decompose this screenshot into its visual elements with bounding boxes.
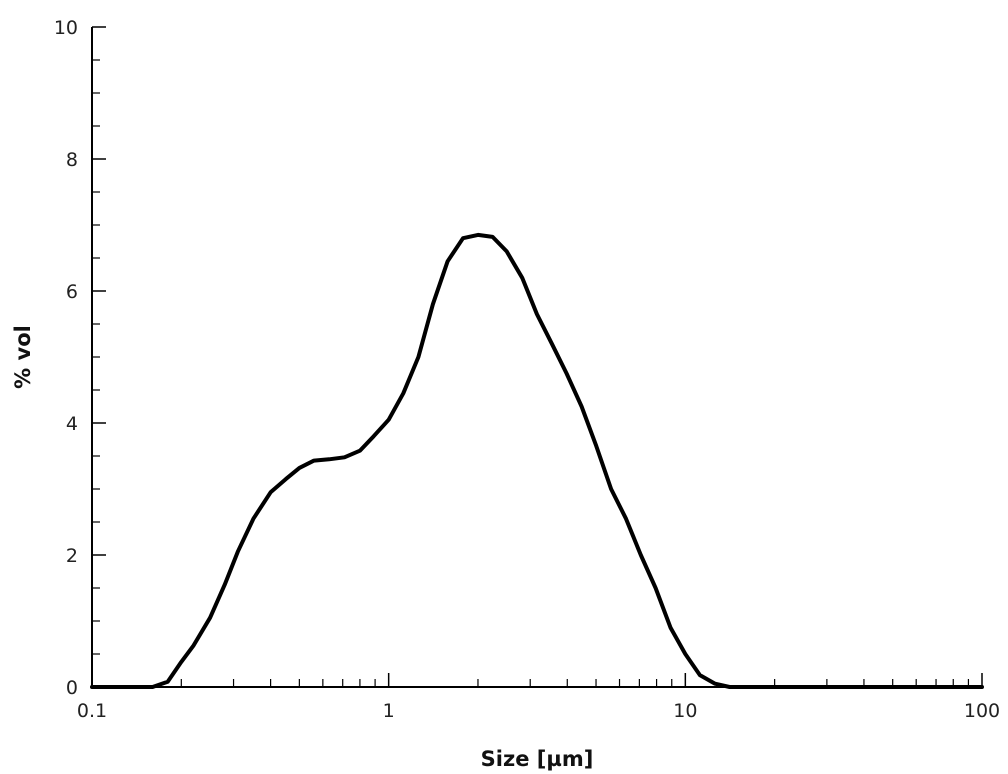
- series-layer: [90, 232, 984, 689]
- x-tick-label: 100: [964, 700, 1000, 722]
- x-tick-label: 1: [383, 700, 395, 722]
- x-tick-label: 10: [673, 700, 697, 722]
- series-line: [90, 232, 984, 689]
- x-tick-label: 0.1: [77, 700, 107, 722]
- y-tick-label: 8: [66, 149, 78, 171]
- y-tick-label: 6: [66, 281, 78, 303]
- y-tick-label: 10: [54, 17, 78, 39]
- axes: [91, 27, 982, 688]
- x-axis-title: Size [µm]: [481, 747, 594, 771]
- tick-labels: 0.1 1 10 100 0 2 4 6 8 10: [54, 17, 1000, 722]
- y-tick-label: 0: [66, 677, 78, 699]
- tick-marks: [91, 26, 983, 688]
- y-tick-label: 4: [66, 413, 78, 435]
- y-axis-title: % vol: [11, 325, 35, 389]
- y-tick-label: 2: [66, 545, 78, 567]
